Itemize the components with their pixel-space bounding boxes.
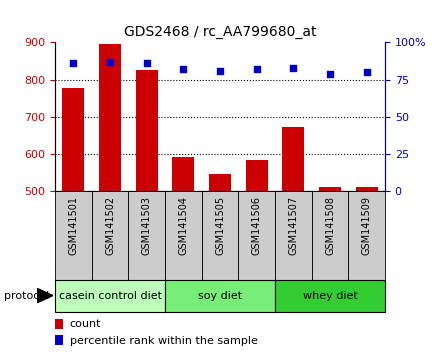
FancyBboxPatch shape <box>202 191 238 280</box>
FancyBboxPatch shape <box>312 191 348 280</box>
Bar <box>172 156 194 191</box>
FancyBboxPatch shape <box>55 280 165 312</box>
Bar <box>55 319 63 329</box>
Bar <box>62 88 84 191</box>
Bar <box>246 160 268 191</box>
FancyBboxPatch shape <box>92 191 128 280</box>
Point <box>180 67 187 72</box>
Point <box>106 59 114 65</box>
FancyBboxPatch shape <box>275 280 385 312</box>
Point <box>253 67 260 72</box>
FancyBboxPatch shape <box>238 191 275 280</box>
Text: GSM141509: GSM141509 <box>362 196 372 255</box>
Text: soy diet: soy diet <box>198 291 242 301</box>
Text: GSM141506: GSM141506 <box>252 196 262 255</box>
Point <box>70 61 77 66</box>
Text: count: count <box>70 319 101 329</box>
Bar <box>319 187 341 191</box>
Title: GDS2468 / rc_AA799680_at: GDS2468 / rc_AA799680_at <box>124 25 316 39</box>
Text: GSM141505: GSM141505 <box>215 196 225 255</box>
Bar <box>209 175 231 191</box>
FancyBboxPatch shape <box>165 191 202 280</box>
Bar <box>282 127 304 191</box>
FancyBboxPatch shape <box>165 280 275 312</box>
Point <box>363 69 370 75</box>
Point <box>326 71 334 76</box>
Text: GSM141508: GSM141508 <box>325 196 335 255</box>
Bar <box>99 44 121 191</box>
Polygon shape <box>37 289 53 303</box>
Bar <box>55 335 63 345</box>
Text: GSM141504: GSM141504 <box>178 196 188 255</box>
Text: GSM141502: GSM141502 <box>105 196 115 255</box>
Text: casein control diet: casein control diet <box>59 291 161 301</box>
Text: GSM141503: GSM141503 <box>142 196 152 255</box>
Text: protocol: protocol <box>4 291 50 301</box>
Point <box>290 65 297 70</box>
FancyBboxPatch shape <box>55 191 92 280</box>
Text: GSM141501: GSM141501 <box>68 196 78 255</box>
Point <box>143 61 150 66</box>
Bar <box>356 187 378 191</box>
Point <box>216 68 224 74</box>
FancyBboxPatch shape <box>128 191 165 280</box>
Text: percentile rank within the sample: percentile rank within the sample <box>70 336 258 346</box>
Bar <box>136 70 158 191</box>
Text: GSM141507: GSM141507 <box>288 196 298 255</box>
FancyBboxPatch shape <box>348 191 385 280</box>
Text: whey diet: whey diet <box>303 291 357 301</box>
FancyBboxPatch shape <box>275 191 312 280</box>
